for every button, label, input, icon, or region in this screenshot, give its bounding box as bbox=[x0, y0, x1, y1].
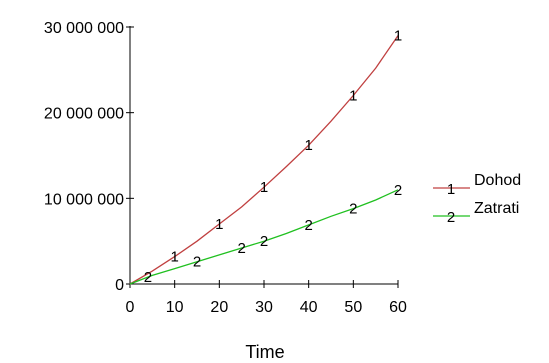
series-marker: 1 bbox=[394, 28, 402, 45]
y-tick-label: 0 bbox=[115, 277, 124, 294]
legend-marker: 2 bbox=[447, 209, 455, 226]
x-tick-label: 30 bbox=[255, 299, 273, 316]
series-marker: 1 bbox=[260, 179, 268, 196]
series-marker: 2 bbox=[304, 217, 312, 234]
series-marker: 1 bbox=[349, 88, 357, 105]
y-tick-label: 30 000 000 bbox=[44, 20, 124, 37]
series-line-dohod bbox=[129, 35, 399, 285]
x-tick-label: 20 bbox=[210, 299, 228, 316]
series-marker: 2 bbox=[260, 233, 268, 250]
y-tick-label: 10 000 000 bbox=[44, 191, 124, 208]
x-tick-label: 40 bbox=[300, 299, 318, 316]
legend-entry: Dohod bbox=[474, 172, 521, 189]
x-axis-title: Time bbox=[245, 342, 284, 362]
axes: 0 10 000 000 20 000 000 30 000 000 0 10 20 30 40… bbox=[44, 20, 407, 316]
series-marker: 1 bbox=[304, 137, 312, 154]
series-marker: 2 bbox=[349, 201, 357, 218]
x-tick-label: 0 bbox=[126, 299, 135, 316]
x-tick-label: 50 bbox=[344, 299, 362, 316]
legend-marker: 1 bbox=[447, 181, 455, 198]
series-line-zatrati bbox=[129, 189, 399, 285]
series-marker: 2 bbox=[144, 269, 152, 286]
x-tick-label: 10 bbox=[166, 299, 184, 316]
series-marker: 1 bbox=[215, 216, 223, 233]
series-marker: 2 bbox=[394, 182, 402, 199]
series-marker: 2 bbox=[193, 254, 201, 271]
x-tick-label: 60 bbox=[389, 299, 407, 316]
series-marker: 1 bbox=[170, 249, 178, 266]
series-marker: 2 bbox=[237, 240, 245, 257]
y-tick-label: 20 000 000 bbox=[44, 106, 124, 123]
legend: 1 Dohod 2 Zatrati bbox=[433, 172, 521, 226]
legend-entry: Zatrati bbox=[474, 200, 519, 217]
